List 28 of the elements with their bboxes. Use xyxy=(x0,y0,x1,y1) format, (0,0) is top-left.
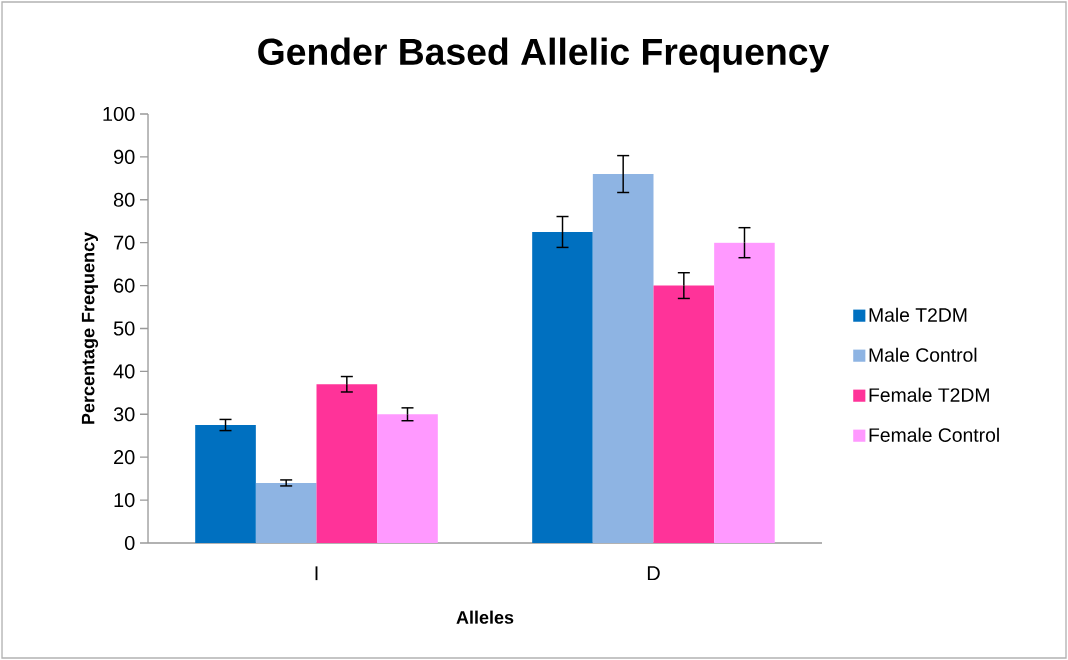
y-tick-label: 80 xyxy=(113,192,135,207)
y-tick-label: 100 xyxy=(103,106,135,122)
legend-label: Male Control xyxy=(869,347,977,362)
bar xyxy=(195,425,256,543)
legend-label: Female Control xyxy=(869,427,999,442)
y-tick-label: 60 xyxy=(114,278,135,293)
bar xyxy=(714,242,775,543)
y-tick-label: 10 xyxy=(114,493,135,508)
bar xyxy=(653,285,715,543)
bar xyxy=(592,174,654,543)
y-tick-label: 0 xyxy=(124,535,135,551)
bar xyxy=(377,414,438,543)
bar xyxy=(316,384,378,543)
x-tick-label: I xyxy=(315,566,318,581)
y-axis-title: Percentage Frequency xyxy=(81,232,99,424)
y-tick-label: 70 xyxy=(114,235,135,250)
y-tick-label: 20 xyxy=(114,450,135,465)
legend-label: Male T2DM xyxy=(869,307,967,322)
bar xyxy=(255,482,317,543)
y-tick-label: 90 xyxy=(113,149,135,164)
y-tick-label: 30 xyxy=(113,407,135,422)
chart-title: Gender Based Allelic Frequency xyxy=(258,37,830,73)
legend-label: Female T2DM xyxy=(869,387,989,402)
bar xyxy=(532,231,593,543)
x-tick-label: D xyxy=(647,566,660,581)
y-tick-label: 40 xyxy=(113,364,135,379)
x-axis-title: Alleles xyxy=(456,610,514,624)
y-tick-label: 50 xyxy=(113,321,135,336)
